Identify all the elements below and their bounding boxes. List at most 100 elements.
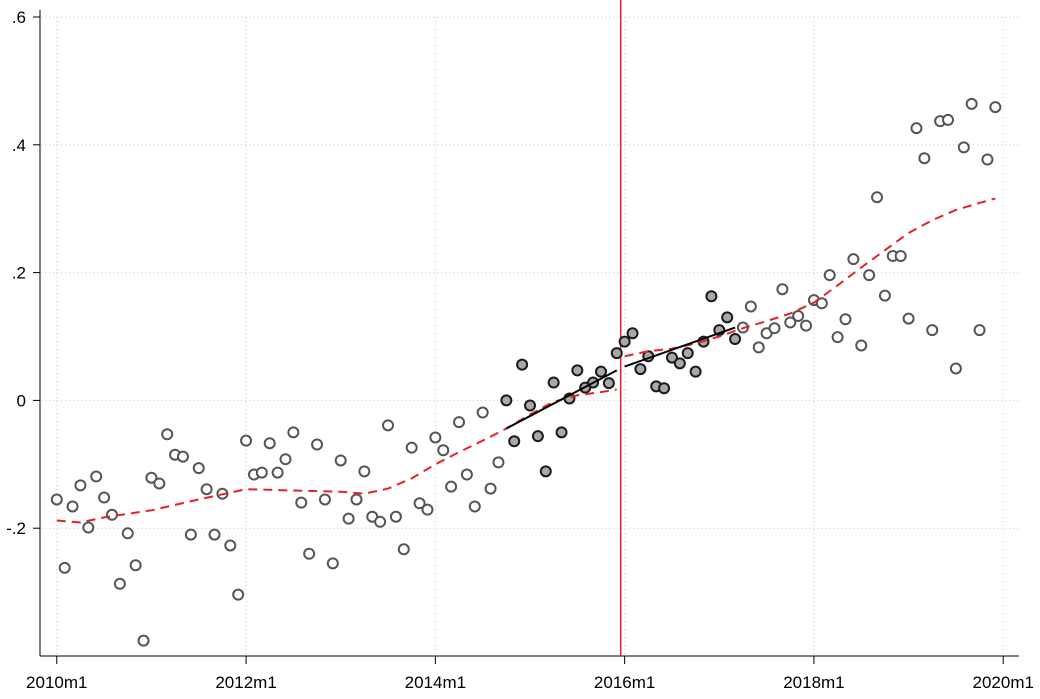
point (689, 365, 702, 378)
point (673, 357, 686, 370)
point (942, 113, 955, 126)
point (634, 363, 647, 376)
point (555, 426, 568, 439)
point (792, 310, 805, 323)
point (800, 319, 813, 332)
y-tick-label: .4 (12, 136, 26, 155)
point (358, 465, 371, 478)
point (192, 462, 205, 475)
point (303, 547, 316, 560)
point (153, 477, 166, 490)
point (334, 454, 347, 467)
point (255, 466, 268, 479)
point (374, 515, 387, 528)
point (744, 300, 757, 313)
point (137, 634, 150, 647)
point (326, 557, 339, 570)
point (208, 528, 221, 541)
point (618, 335, 631, 348)
point (145, 471, 158, 484)
point (295, 496, 308, 509)
point (484, 482, 497, 495)
point (973, 324, 986, 337)
point (287, 426, 300, 439)
point (105, 508, 118, 521)
point (776, 283, 789, 296)
point (902, 312, 915, 325)
point (516, 358, 529, 371)
point (113, 577, 126, 590)
point (508, 435, 521, 448)
point (839, 313, 852, 326)
y-tick-label: .2 (12, 264, 26, 283)
point (847, 253, 860, 266)
point (468, 500, 481, 513)
point (397, 543, 410, 556)
x-tick-label: 2014m1 (405, 673, 466, 692)
point (350, 493, 363, 506)
x-tick-label: 2016m1 (594, 673, 655, 692)
point (878, 289, 891, 302)
point (610, 347, 623, 360)
x-tick-label: 2010m1 (26, 673, 87, 692)
point (524, 399, 536, 412)
point (571, 364, 584, 377)
point (729, 333, 742, 346)
x-tick-label: 2020m1 (973, 673, 1034, 692)
point (981, 153, 994, 166)
point (453, 416, 466, 429)
point (82, 521, 95, 534)
point (815, 297, 828, 310)
point (863, 269, 876, 282)
point (184, 528, 197, 541)
point (437, 444, 450, 457)
point (965, 97, 978, 110)
point (500, 394, 513, 407)
point (855, 339, 868, 352)
fit-line (505, 326, 736, 430)
point (311, 438, 324, 451)
point (926, 324, 939, 337)
point (721, 311, 734, 324)
point (129, 559, 142, 572)
point (957, 141, 970, 154)
point (240, 434, 253, 447)
point (626, 327, 639, 340)
point (200, 483, 213, 496)
point (894, 249, 907, 262)
point (50, 493, 63, 506)
point (460, 468, 473, 481)
point (602, 377, 615, 390)
point (176, 450, 189, 463)
point (342, 512, 355, 525)
point (318, 493, 331, 506)
point (413, 497, 426, 510)
point (989, 101, 1002, 114)
point (531, 430, 544, 443)
point (224, 539, 237, 552)
point (445, 480, 458, 493)
x-tick-label: 2012m1 (215, 673, 276, 692)
point (476, 406, 489, 419)
point (665, 351, 678, 364)
point (232, 588, 245, 601)
y-tick-label: .6 (12, 8, 26, 27)
point (949, 362, 962, 375)
point (918, 152, 931, 165)
point (831, 331, 844, 344)
x-tick-label: 2018m1 (783, 673, 844, 692)
point (271, 466, 284, 479)
point (539, 465, 552, 478)
point (681, 347, 694, 360)
y-tick-label: -.2 (6, 519, 26, 538)
point (279, 453, 292, 466)
point (58, 561, 71, 574)
point (389, 510, 402, 523)
point (421, 503, 434, 516)
point (871, 191, 884, 204)
point (823, 269, 836, 282)
point (90, 470, 103, 483)
point (910, 122, 923, 135)
point (492, 456, 505, 469)
